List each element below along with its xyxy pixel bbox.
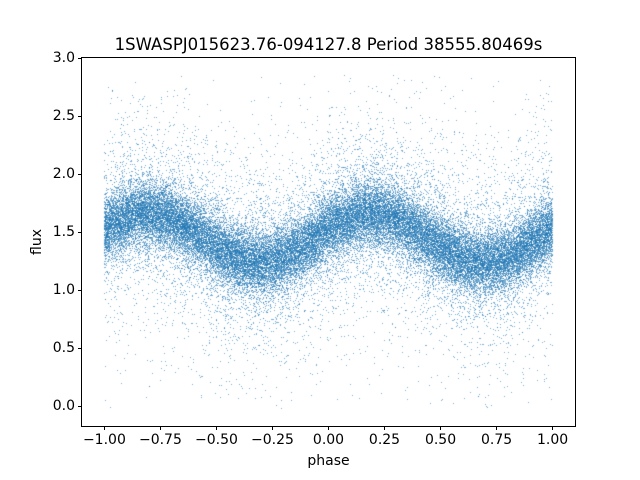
plot-area: [81, 57, 576, 427]
y-tick-label: 3.0: [52, 49, 75, 66]
y-tick-mark: [78, 173, 82, 175]
y-axis-label: flux: [29, 229, 45, 255]
x-tick-label: −1.00: [82, 432, 126, 448]
x-tick-mark: [384, 426, 386, 430]
x-axis-label: phase: [307, 453, 350, 469]
y-tick-mark: [78, 115, 82, 117]
x-tick-mark: [328, 426, 329, 430]
x-tick-mark: [103, 426, 105, 430]
y-tick-label: 1.0: [52, 281, 75, 298]
x-tick-label: 0.25: [368, 432, 401, 448]
x-tick-mark: [159, 426, 161, 430]
x-tick-label: 1.00: [536, 432, 569, 448]
y-tick-mark: [78, 347, 82, 349]
x-tick-label: 0.50: [424, 432, 457, 448]
x-tick-label: −0.75: [138, 432, 182, 448]
y-tick-mark: [78, 57, 82, 59]
x-tick-mark: [552, 426, 554, 430]
y-tick-mark: [78, 231, 82, 233]
y-tick-label: 2.5: [52, 107, 75, 124]
x-tick-mark: [440, 426, 442, 430]
y-tick-label: 0.0: [52, 397, 75, 414]
x-tick-mark: [215, 426, 217, 430]
x-tick-label: −0.50: [195, 432, 238, 448]
x-tick-mark: [271, 426, 273, 430]
x-tick-label: 0.00: [312, 432, 345, 448]
x-tick-label: −0.25: [251, 432, 294, 448]
y-tick-mark: [78, 289, 82, 291]
y-tick-label: 0.5: [52, 339, 75, 356]
y-tick-label: 1.5: [52, 223, 75, 240]
y-tick-label: 2.0: [52, 165, 75, 182]
x-tick-label: 0.75: [480, 432, 513, 448]
scatter-points-canvas: [82, 58, 575, 426]
x-tick-mark: [496, 426, 498, 430]
y-tick-mark: [78, 405, 82, 407]
chart-title: 1SWASPJ015623.76-094127.8 Period 38555.8…: [114, 35, 543, 54]
